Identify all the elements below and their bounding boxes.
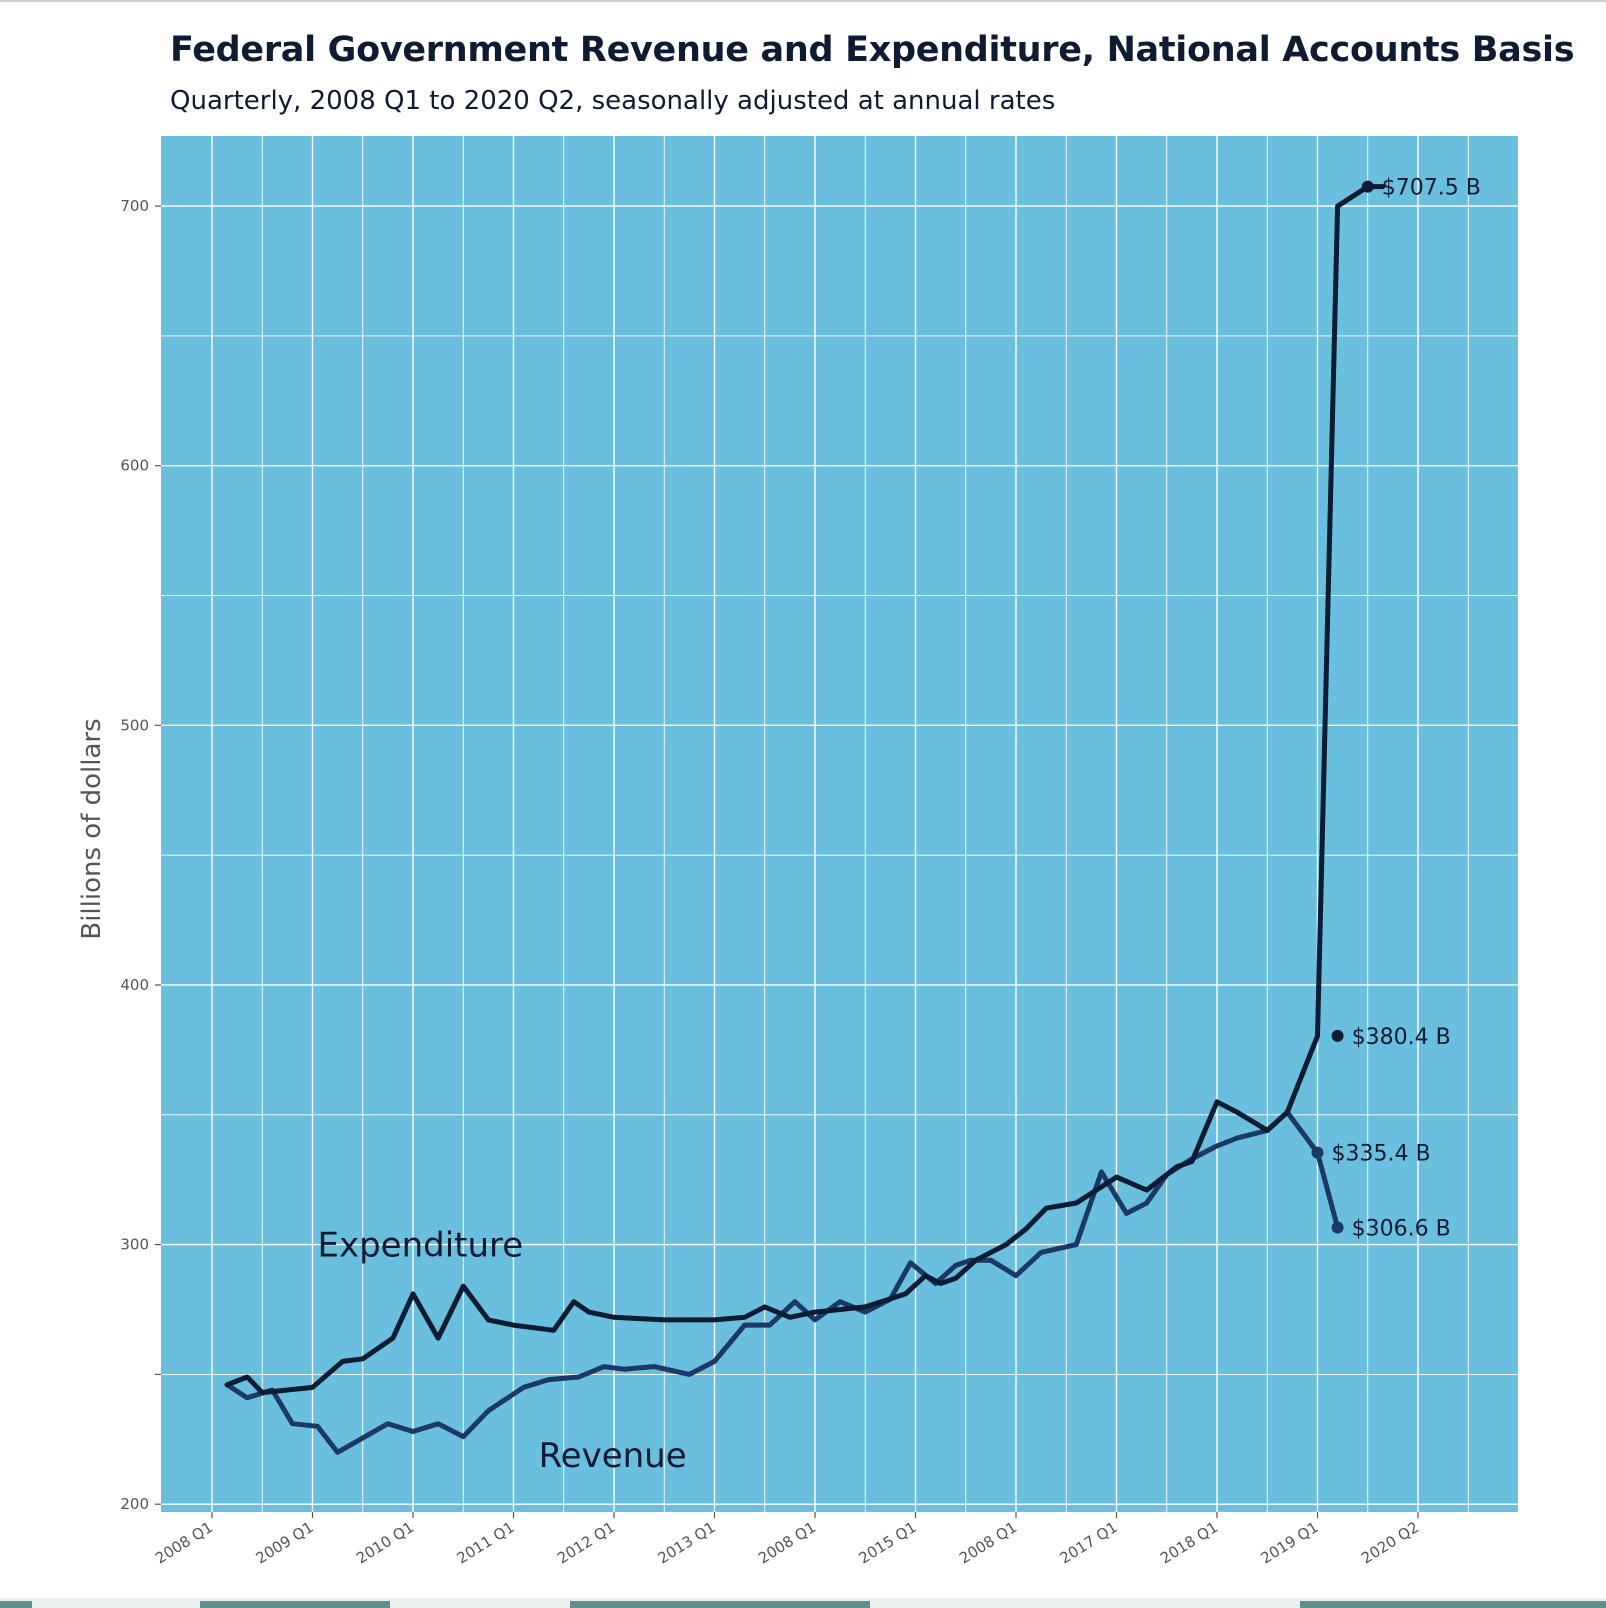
y-tick-label: 600 [120, 457, 149, 475]
x-tick-label: 2012 Q1 [554, 1518, 618, 1567]
x-tick-label: 2009 Q1 [253, 1518, 317, 1567]
series-annotation: Revenue [539, 1436, 687, 1476]
end-value-label: $306.6 B [1352, 1216, 1451, 1241]
labels-layer: $335.4 B $306.6 B $707.5 B $380.4 B Expendit… [317, 176, 1480, 1476]
y-tick-label: 700 [120, 197, 149, 215]
series-annotation: Expenditure [317, 1226, 523, 1266]
x-tick-label: 2008 Q1 [755, 1518, 819, 1567]
grid-lines [161, 136, 1518, 1512]
plot-background [161, 136, 1518, 1512]
x-axis: 2008 Q1 2009 Q1 2010 Q1 2011 Q1 2012 Q1 2013 … [152, 1512, 1422, 1567]
x-tick-label: 2008 Q1 [956, 1518, 1020, 1567]
y-axis: 200 300 400 500 600 700 [120, 197, 161, 1513]
series-line-expenditure [224, 184, 1386, 1396]
end-point-marker [1361, 180, 1374, 193]
y-tick-label: 300 [120, 1236, 149, 1254]
x-tick-label: 2013 Q1 [655, 1518, 719, 1567]
y-tick-label: 400 [120, 976, 149, 994]
end-value-label: $335.4 B [1332, 1142, 1431, 1167]
x-tick-label: 2019 Q1 [1258, 1518, 1322, 1567]
end-value-label: $380.4 B [1352, 1025, 1451, 1050]
chart-title: Federal Government Revenue and Expenditu… [170, 30, 1575, 70]
end-point-marker [1311, 1146, 1324, 1159]
x-tick-label: 2018 Q1 [1157, 1518, 1221, 1567]
end-point-marker [1331, 1221, 1344, 1234]
y-tick-label: 500 [120, 716, 149, 734]
x-tick-label: 2011 Q1 [454, 1518, 518, 1567]
y-axis-label: Billions of dollars [77, 718, 107, 939]
window-bottom-strip [0, 1598, 1606, 1608]
x-tick-label: 2015 Q1 [856, 1518, 920, 1567]
end-point-marker [1331, 1029, 1344, 1042]
x-tick-label: 2010 Q1 [353, 1518, 417, 1567]
chart-subtitle: Quarterly, 2008 Q1 to 2020 Q2, seasonall… [170, 86, 1056, 116]
x-tick-label: 2020 Q2 [1358, 1518, 1422, 1567]
y-tick-label: 200 [120, 1495, 149, 1513]
end-value-label: $707.5 B [1382, 176, 1481, 201]
x-tick-label: 2008 Q1 [152, 1518, 216, 1567]
x-tick-label: 2017 Q1 [1057, 1518, 1121, 1567]
